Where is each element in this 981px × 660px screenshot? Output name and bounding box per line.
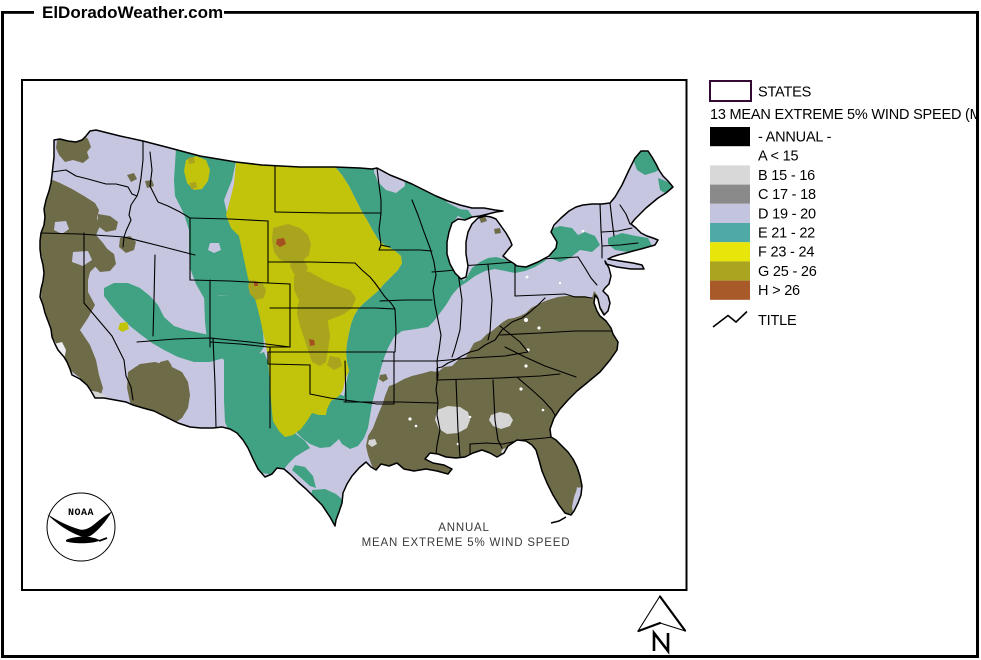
svg-text:A < 15: A < 15 (758, 149, 798, 165)
svg-text:B 15 - 16: B 15 - 16 (758, 168, 815, 184)
svg-text:NOAA: NOAA (68, 508, 94, 519)
svg-text:- ANNUAL -: - ANNUAL - (758, 130, 832, 146)
svg-text:F 23 - 24: F 23 - 24 (758, 245, 814, 261)
svg-text:H > 26: H > 26 (758, 283, 800, 299)
svg-text:ANNUAL: ANNUAL (438, 522, 489, 534)
svg-text:C 17 - 18: C 17 - 18 (758, 187, 816, 203)
svg-text:STATES: STATES (758, 85, 811, 101)
svg-text:TITLE: TITLE (758, 313, 797, 329)
svg-text:D 19 - 20: D 19 - 20 (758, 206, 816, 222)
svg-text:G 25 - 26: G 25 - 26 (758, 264, 817, 280)
svg-text:E 21 - 22: E 21 - 22 (758, 226, 815, 242)
svg-text:MEAN EXTREME 5% WIND SPEED: MEAN EXTREME 5% WIND SPEED (362, 537, 571, 549)
svg-text:13 MEAN EXTREME 5% WIND SPEED: 13 MEAN EXTREME 5% WIND SPEED (MPH) (710, 107, 981, 123)
svg-text:ElDoradoWeather.com: ElDoradoWeather.com (42, 3, 223, 22)
